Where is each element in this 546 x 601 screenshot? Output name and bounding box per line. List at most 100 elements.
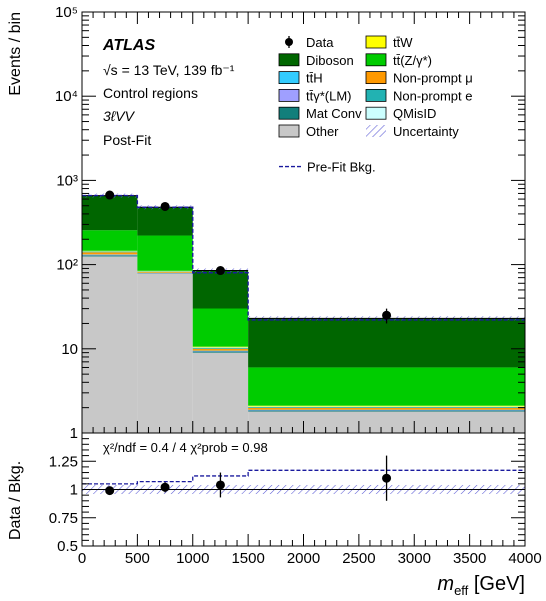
x-tick-label: 2000: [287, 550, 320, 567]
bar-matconv-bin-3: [248, 411, 525, 412]
data-point: [216, 266, 225, 275]
bar-ttw-bin-3: [248, 406, 525, 407]
legend-label: Pre-Fit Bkg.: [307, 160, 376, 175]
x-tick-label: 3000: [398, 550, 431, 567]
legend-swatch: [366, 54, 386, 66]
y-tick-label: 1: [70, 425, 78, 442]
y-tick-label: 10⁴: [55, 88, 78, 105]
legend-label: tt̄W: [393, 35, 413, 50]
legend-entry-prefitbkg: Pre-Fit Bkg.: [279, 160, 376, 175]
legend-label: Non-prompt μ: [393, 71, 473, 86]
y-tick-label: 10: [61, 341, 78, 358]
bar-other-bin-0: [82, 256, 137, 433]
legend-swatch: [279, 89, 299, 101]
x-tick-label: 500: [125, 550, 150, 567]
legend-entry-ttlm: tt̄γ*(LM): [279, 88, 352, 103]
bar-nonprompt-bin-0: [82, 252, 137, 254]
legend-swatch: [279, 125, 299, 137]
legend-label: QMisID: [393, 106, 436, 121]
legend-swatch-hatch: [366, 125, 386, 137]
legend-entry-other: Other: [279, 124, 339, 139]
ratio-point: [382, 474, 391, 483]
ratio-y-tick-label: 1: [70, 482, 78, 499]
bar-nonprompt-bin-1: [137, 272, 192, 273]
legend-label: tt̄(Z/γ*): [393, 53, 432, 68]
chi2-label: χ²/ndf = 0.4 / 4 χ²prob = 0.98: [103, 440, 268, 455]
legend-entry-uncertainty: Uncertainty: [366, 124, 459, 139]
legend-entry-ttz: tt̄(Z/γ*): [366, 53, 432, 68]
bar-matconv-bin-0: [82, 255, 137, 256]
bar-nonprompt-bin-2: [193, 349, 248, 351]
x-axis-label: meff [GeV]: [437, 573, 525, 598]
x-tick-label: 3500: [453, 550, 486, 567]
x-tick-label: 2500: [342, 550, 375, 567]
bar-nonprompt-bin-3: [248, 408, 525, 410]
fit-label: Post-Fit: [103, 132, 151, 148]
ratio-panel: 0.5 0.75 1 1.25 0 500 1000 1500 2000 2500 3000 350…: [7, 433, 542, 598]
legend-label: Non-prompt e: [393, 88, 472, 103]
legend-swatch: [366, 36, 386, 48]
main-y-axis-label: Events / bin: [7, 12, 24, 96]
ratio-point: [105, 486, 114, 495]
bar-other-bin-2: [193, 353, 248, 433]
ratio-y-axis-label: Data / Bkg.: [7, 461, 24, 540]
bar-ttw-bin-0: [82, 251, 137, 252]
legend-label: tt̄γ*(LM): [306, 88, 352, 103]
legend-entry-nonprompt: Non-prompt μ: [366, 71, 473, 86]
main-panel: 1 10 10² 10³ 10⁴ 10⁵ Events / bin ATLAS √s = …: [7, 4, 525, 442]
legend-entry-data: Data: [285, 35, 334, 50]
legend-label: Data: [306, 35, 334, 50]
ratio-point: [161, 483, 170, 492]
x-tick-label: 1500: [231, 550, 264, 567]
bar-diboson-bin-2: [193, 270, 248, 308]
x-tick-label: 0: [78, 550, 86, 567]
legend-swatch: [366, 89, 386, 101]
legend-marker: [285, 38, 293, 46]
bar-ttlm-bin-0: [82, 255, 137, 256]
experiment-label: ATLAS √s = 13 TeV, 139 fb⁻¹ Control regi…: [102, 37, 235, 148]
bar-matconv-bin-2: [193, 351, 248, 352]
bar-other-bin-3: [248, 412, 525, 433]
legend-swatch: [366, 72, 386, 84]
energy-lumi-label: √s = 13 TeV, 139 fb⁻¹: [103, 62, 235, 78]
legend: Data tt̄W Diboson tt̄(Z/γ*) tt̄H Non-prompt μ…: [279, 35, 473, 175]
bar-nonprompte-bin-3: [248, 407, 525, 408]
legend-entry-matconv: Mat Conv: [279, 106, 362, 121]
legend-swatch: [366, 107, 386, 119]
legend-entry-qmisid: QMisID: [366, 106, 436, 121]
legend-label: Diboson: [306, 53, 354, 68]
y-tick-label: 10⁵: [55, 4, 78, 21]
legend-swatch: [279, 72, 299, 84]
bar-ttz-bin-0: [82, 230, 137, 251]
data-point: [161, 202, 170, 211]
ratio-y-tick-label: 0.75: [49, 510, 78, 527]
bar-diboson-bin-1: [137, 207, 192, 235]
data-point: [105, 191, 114, 200]
bar-ttz-bin-1: [137, 236, 192, 271]
ratio-y-tick-label: 0.5: [57, 538, 78, 555]
bar-diboson-bin-3: [248, 318, 525, 367]
region-label: Control regions: [103, 85, 198, 101]
x-tick-label: 4000: [508, 550, 541, 567]
y-tick-label: 10³: [56, 172, 78, 189]
ratio-y-tick-label: 1.25: [49, 453, 78, 470]
bar-ttz-bin-2: [193, 309, 248, 347]
data-point: [382, 311, 391, 320]
legend-entry-tth: tt̄H: [279, 71, 323, 86]
bar-nonprompte-bin-0: [82, 252, 137, 253]
bar-ttw-bin-2: [193, 347, 248, 348]
legend-label: Other: [306, 124, 339, 139]
stacked-bars: [82, 194, 525, 433]
x-tick-label: 1000: [176, 550, 209, 567]
bar-diboson-bin-0: [82, 196, 137, 231]
legend-entry-ttw: tt̄W: [366, 35, 413, 50]
legend-label: Mat Conv: [306, 106, 362, 121]
channel-label: 3ℓVV: [103, 108, 136, 124]
bar-other-bin-1: [137, 274, 192, 433]
legend-entry-diboson: Diboson: [279, 53, 354, 68]
y-tick-label: 10²: [56, 257, 78, 274]
legend-swatch: [279, 107, 299, 119]
legend-swatch: [279, 54, 299, 66]
ratio-point: [216, 480, 225, 489]
